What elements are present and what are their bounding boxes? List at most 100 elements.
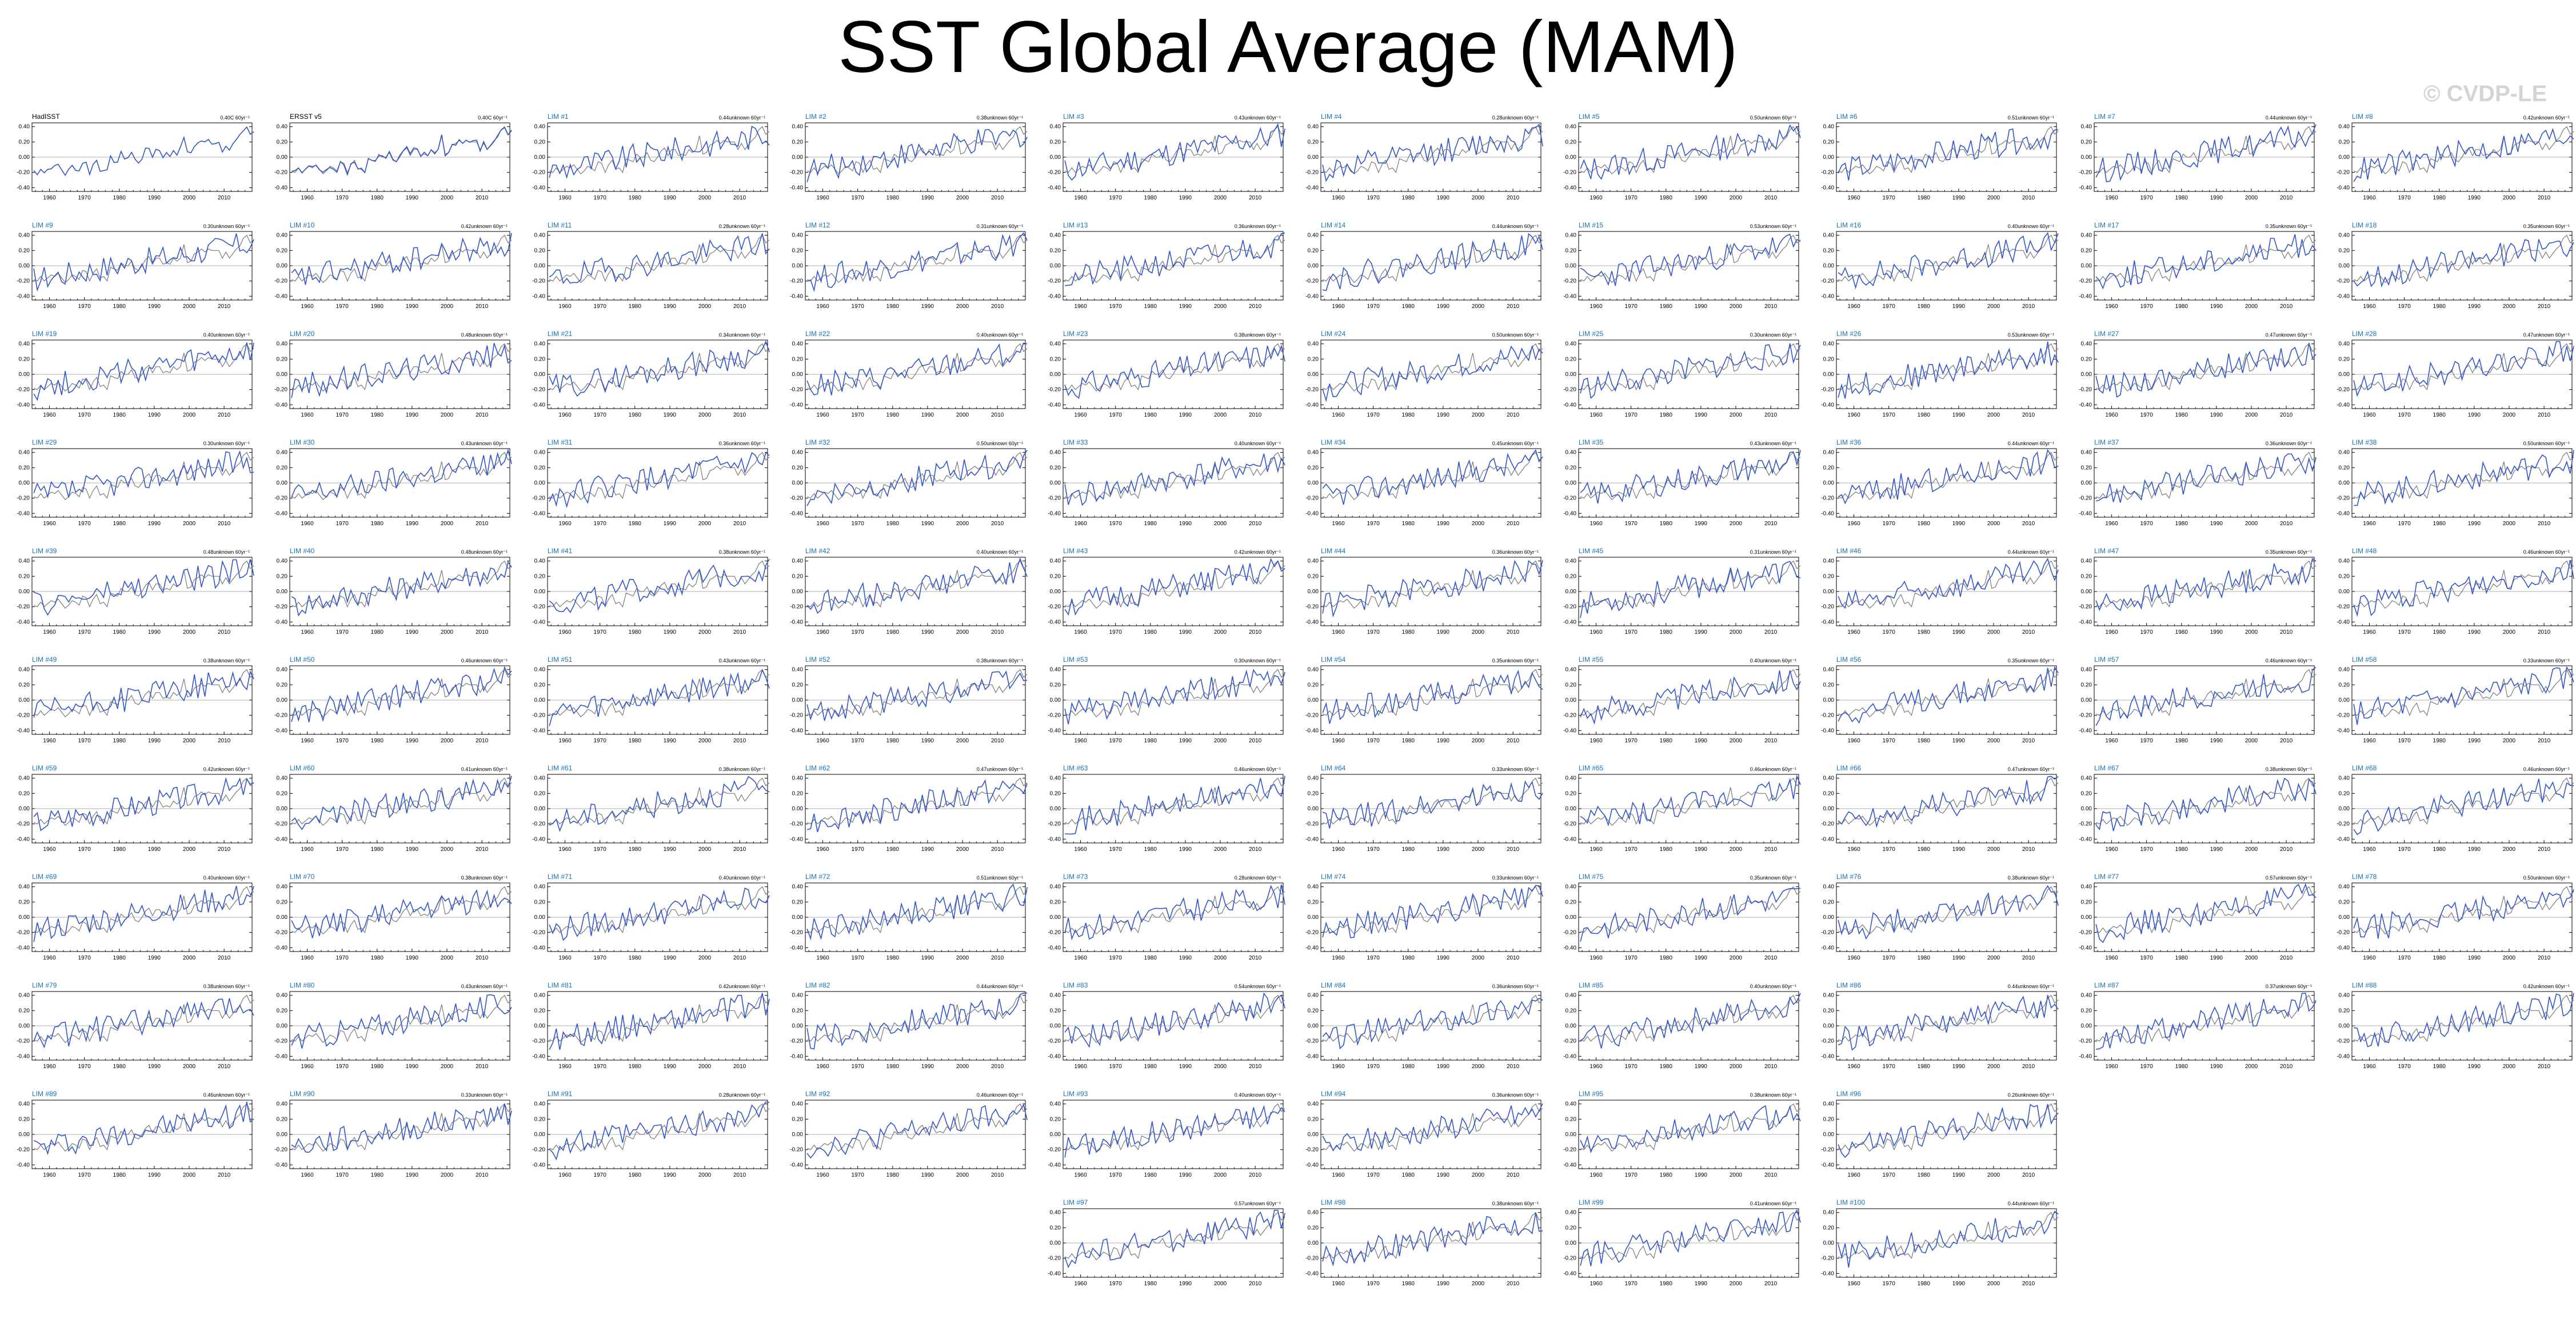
y-tick-label: 0.00 bbox=[534, 914, 546, 921]
member-series-line bbox=[549, 340, 770, 397]
member-series-line bbox=[1322, 780, 1543, 829]
panel-title: LIM #53 bbox=[1063, 655, 1088, 663]
x-tick-label: 1960 bbox=[2363, 629, 2376, 635]
member-series-line bbox=[2095, 777, 2317, 832]
obs-series-line bbox=[2353, 777, 2574, 826]
x-tick-label: 1970 bbox=[1625, 412, 1638, 418]
y-tick-label: 0.40 bbox=[19, 776, 30, 782]
y-tick-label: -0.20 bbox=[2079, 278, 2092, 285]
panel-trend-label: 0.57unknown 60yr⁻¹ bbox=[2265, 875, 2312, 881]
x-tick-label: 1980 bbox=[371, 629, 384, 635]
obs-series-line bbox=[1322, 234, 1543, 283]
x-tick-label: 1960 bbox=[43, 412, 56, 418]
y-tick-label: 0.00 bbox=[1565, 589, 1577, 595]
panel-title: LIM #32 bbox=[805, 438, 830, 446]
x-tick-label: 2000 bbox=[2245, 412, 2258, 418]
y-tick-label: 0.20 bbox=[2081, 573, 2092, 579]
y-tick-label: 0.00 bbox=[1823, 371, 1835, 378]
x-tick-label: 1990 bbox=[406, 1064, 419, 1070]
y-tick-label: -0.40 bbox=[2337, 510, 2350, 517]
x-tick-label: 2000 bbox=[1987, 955, 2000, 961]
x-tick-label: 2000 bbox=[1214, 629, 1227, 635]
panel-trend-label: 0.35unknown 60yr⁻¹ bbox=[1492, 658, 1539, 663]
chart-panel: LIM #15 0.53unknown 60yr⁻¹ -0.40 -0.20 0.00 0… bbox=[1557, 220, 1804, 316]
x-tick-label: 1990 bbox=[664, 955, 677, 961]
member-series-line bbox=[806, 342, 1028, 395]
member-series-line bbox=[1580, 888, 1801, 942]
member-series-line bbox=[33, 233, 254, 292]
x-tick-label: 2000 bbox=[1214, 955, 1227, 961]
panel-title: LIM #37 bbox=[2094, 438, 2119, 446]
panel-trend-label: 0.38unknown 60yr⁻¹ bbox=[203, 658, 250, 663]
y-tick-label: 0.40 bbox=[1308, 558, 1319, 565]
member-series-line bbox=[549, 126, 770, 179]
chart-panel: LIM #11 0.28unknown 60yr⁻¹ -0.40 -0.20 0.00 0… bbox=[526, 220, 773, 316]
chart-panel: LIM #61 0.38unknown 60yr⁻¹ -0.40 -0.20 0.00 0… bbox=[526, 763, 773, 859]
y-tick-label: 0.40 bbox=[1565, 667, 1577, 673]
x-tick-label: 1990 bbox=[148, 846, 161, 853]
y-tick-label: 0.00 bbox=[19, 263, 30, 269]
x-tick-label: 1960 bbox=[301, 629, 314, 635]
chart-panel: LIM #42 0.40unknown 60yr⁻¹ -0.40 -0.20 0.00 0… bbox=[784, 546, 1031, 642]
x-tick-label: 2000 bbox=[1214, 303, 1227, 310]
y-tick-label: -0.20 bbox=[274, 930, 287, 936]
y-tick-label: 0.00 bbox=[534, 480, 546, 486]
obs-series-line bbox=[1322, 343, 1543, 392]
x-tick-label: 2000 bbox=[2503, 412, 2516, 418]
x-tick-label: 1980 bbox=[1402, 303, 1415, 310]
x-tick-label: 1990 bbox=[1437, 195, 1450, 201]
x-tick-label: 1970 bbox=[852, 629, 865, 635]
x-tick-label: 2010 bbox=[1764, 955, 1778, 961]
x-tick-label: 2000 bbox=[956, 846, 969, 853]
x-tick-label: 1990 bbox=[2468, 955, 2481, 961]
obs-series-line bbox=[1064, 343, 1285, 392]
member-series-line bbox=[549, 776, 770, 833]
x-tick-label: 2000 bbox=[2503, 846, 2516, 853]
x-tick-label: 1990 bbox=[2210, 738, 2223, 744]
chart-panel: LIM #69 0.40unknown 60yr⁻¹ -0.40 -0.20 0.00 0… bbox=[10, 872, 258, 968]
y-tick-label: 0.20 bbox=[1050, 682, 1061, 688]
panel-title: LIM #18 bbox=[2352, 221, 2377, 229]
x-tick-label: 1990 bbox=[148, 412, 161, 418]
y-tick-label: 0.40 bbox=[2081, 341, 2092, 347]
chart-panel: LIM #58 0.33unknown 60yr⁻¹ -0.40 -0.20 0.00 0… bbox=[2330, 654, 2576, 750]
x-tick-label: 1970 bbox=[1109, 629, 1123, 635]
panel-title: LIM #36 bbox=[1836, 438, 1862, 446]
x-tick-label: 1980 bbox=[1144, 195, 1157, 201]
y-tick-label: -0.20 bbox=[2079, 495, 2092, 502]
panel-title: LIM #69 bbox=[32, 873, 57, 881]
x-tick-label: 1970 bbox=[852, 738, 865, 744]
obs-series-line bbox=[1580, 777, 1801, 826]
x-tick-label: 1980 bbox=[1660, 629, 1673, 635]
y-tick-label: -0.20 bbox=[17, 170, 30, 176]
y-tick-label: 0.00 bbox=[1565, 697, 1577, 704]
y-tick-label: 0.20 bbox=[19, 1008, 30, 1014]
y-tick-label: 0.00 bbox=[277, 371, 288, 378]
chart-panel: LIM #72 0.51unknown 60yr⁻¹ -0.40 -0.20 0.00 0… bbox=[784, 872, 1031, 968]
y-tick-label: -0.40 bbox=[274, 402, 287, 408]
chart-panel: LIM #80 0.43unknown 60yr⁻¹ -0.40 -0.20 0.00 0… bbox=[268, 980, 516, 1076]
x-tick-label: 2010 bbox=[991, 629, 1004, 635]
x-tick-label: 2000 bbox=[698, 521, 712, 527]
y-tick-label: 0.20 bbox=[2339, 247, 2350, 254]
y-tick-label: -0.20 bbox=[274, 713, 287, 719]
x-tick-label: 2000 bbox=[183, 1064, 196, 1070]
panel-title: LIM #4 bbox=[1321, 113, 1342, 121]
x-tick-label: 2000 bbox=[956, 195, 969, 201]
x-tick-label: 1970 bbox=[2140, 629, 2154, 635]
x-tick-label: 1990 bbox=[2210, 303, 2223, 310]
member-series-line bbox=[1322, 885, 1543, 938]
x-tick-label: 1990 bbox=[1695, 521, 1708, 527]
y-tick-label: -0.40 bbox=[274, 728, 287, 734]
x-tick-label: 2010 bbox=[733, 846, 746, 853]
y-tick-label: 0.00 bbox=[1050, 589, 1061, 595]
x-tick-label: 1990 bbox=[921, 629, 934, 635]
y-tick-label: -0.40 bbox=[1305, 836, 1319, 842]
y-tick-label: 0.40 bbox=[1308, 124, 1319, 130]
panel-trend-label: 0.46unknown 60yr⁻¹ bbox=[461, 658, 508, 663]
